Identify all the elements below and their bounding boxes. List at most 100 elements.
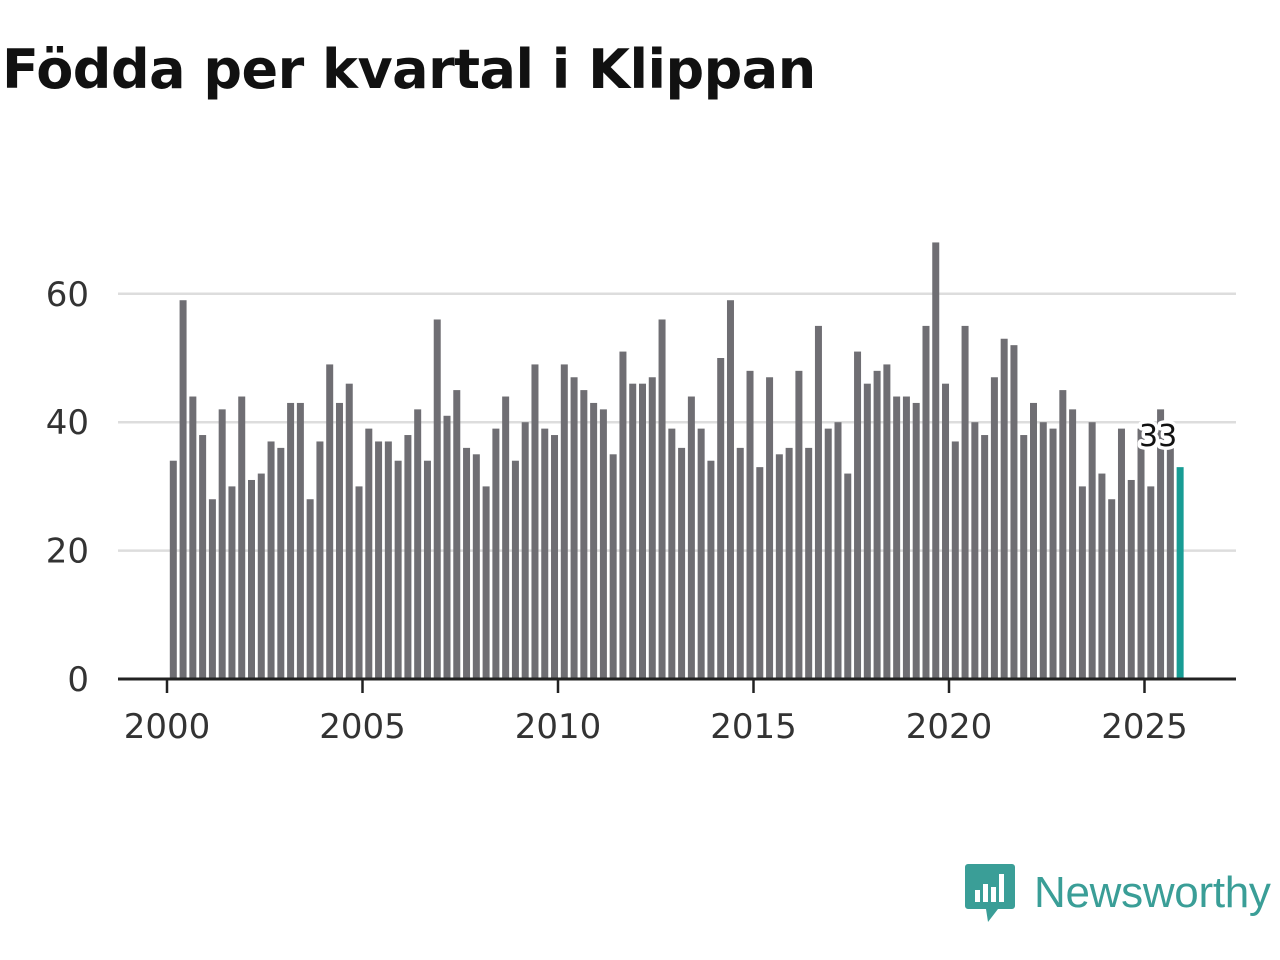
bar-2024-q1 xyxy=(1108,499,1116,679)
x-tick-label-2020: 2020 xyxy=(906,707,993,747)
bar-2021-q4 xyxy=(1020,435,1028,679)
bar-2025-q4 xyxy=(1176,467,1184,679)
bar-2006-q2 xyxy=(414,409,422,679)
bar-2015-q2 xyxy=(766,377,774,679)
bar-2017-q4 xyxy=(863,383,871,679)
bar-2010-q3 xyxy=(580,390,588,679)
bar-2025-q1 xyxy=(1147,486,1155,679)
bar-2022-q2 xyxy=(1039,422,1047,679)
bar-2004-q2 xyxy=(335,402,343,679)
bar-2004-q1 xyxy=(326,364,334,679)
x-axis-ticks: 2000 2005 2010 2015 2020 2025 xyxy=(124,679,1188,747)
x-tick-label-2010: 2010 xyxy=(515,707,602,747)
logo-text: Newsworthy xyxy=(1034,868,1271,917)
bar-2006-q4 xyxy=(433,319,441,679)
bar-2005-q3 xyxy=(384,441,392,679)
bar-2014-q4 xyxy=(746,370,754,679)
bar-2008-q4 xyxy=(511,460,519,679)
bar-2001-q3 xyxy=(228,486,236,679)
bar-2006-q3 xyxy=(423,460,431,679)
bar-2015-q4 xyxy=(785,447,793,679)
bar-2021-q1 xyxy=(990,377,998,679)
bar-2011-q2 xyxy=(609,454,617,679)
bar-2023-q2 xyxy=(1078,486,1086,679)
bar-2010-q2 xyxy=(570,377,578,679)
bar-2001-q2 xyxy=(218,409,226,679)
bars xyxy=(169,242,1184,679)
bar-2013-q4 xyxy=(707,460,715,679)
bar-2007-q4 xyxy=(472,454,480,679)
bar-2000-q3 xyxy=(189,396,197,679)
bar-2015-q3 xyxy=(775,454,783,679)
bar-2001-q4 xyxy=(238,396,246,679)
bar-2005-q2 xyxy=(375,441,383,679)
bar-2003-q3 xyxy=(306,499,314,679)
bar-2016-q1 xyxy=(795,370,803,679)
bar-2017-q2 xyxy=(844,473,852,679)
bar-2006-q1 xyxy=(404,435,412,679)
bar-2011-q1 xyxy=(599,409,607,679)
bar-2020-q4 xyxy=(981,435,989,679)
bar-2018-q2 xyxy=(883,364,891,679)
bar-2003-q4 xyxy=(316,441,324,679)
bar-2002-q3 xyxy=(267,441,275,679)
bar-2022-q1 xyxy=(1030,402,1037,679)
x-tick-label-2005: 2005 xyxy=(319,707,406,747)
bar-2012-q1 xyxy=(639,383,646,679)
bar-2020-q3 xyxy=(971,422,979,679)
bar-2003-q1 xyxy=(287,402,295,679)
bar-2009-q4 xyxy=(551,435,559,679)
bar-2025-q3 xyxy=(1166,447,1174,679)
bar-2008-q1 xyxy=(482,486,490,679)
bar-2024-q2 xyxy=(1117,428,1125,679)
x-tick-label-2025: 2025 xyxy=(1101,707,1188,747)
bar-2008-q2 xyxy=(492,428,500,679)
bar-2021-q2 xyxy=(1000,338,1008,679)
bar-2016-q4 xyxy=(824,428,832,679)
y-axis-ticks: 0 20 40 60 xyxy=(46,275,89,700)
bar-2000-q4 xyxy=(199,435,207,679)
bar-2011-q3 xyxy=(619,351,627,679)
bar-2009-q2 xyxy=(531,364,539,679)
bar-2013-q3 xyxy=(697,428,705,679)
bar-2008-q3 xyxy=(502,396,510,679)
y-tick-label-60: 60 xyxy=(46,275,89,315)
newsworthy-logo: Newsworthy xyxy=(964,862,1271,924)
bar-2023-q4 xyxy=(1098,473,1106,679)
y-tick-label-0: 0 xyxy=(67,660,89,700)
bar-2024-q4 xyxy=(1137,428,1145,679)
bar-2015-q1 xyxy=(756,467,764,679)
last-value-callout: 33 xyxy=(1136,416,1181,458)
x-tick-label-2015: 2015 xyxy=(710,707,797,747)
bar-2025-q2 xyxy=(1157,409,1165,679)
y-tick-label-20: 20 xyxy=(46,532,89,572)
bar-2014-q3 xyxy=(736,447,744,679)
bar-2009-q1 xyxy=(521,422,529,679)
bar-2001-q1 xyxy=(208,499,216,679)
y-tick-label-40: 40 xyxy=(46,403,89,443)
bar-2004-q3 xyxy=(345,383,353,679)
bar-2009-q3 xyxy=(541,428,549,679)
bar-2019-q3 xyxy=(932,242,940,679)
bar-2012-q3 xyxy=(658,319,666,679)
bar-2023-q3 xyxy=(1088,422,1096,679)
bar-2018-q3 xyxy=(893,396,901,679)
bar-2005-q1 xyxy=(365,428,373,679)
bar-2017-q1 xyxy=(834,422,842,679)
chart-title: Födda per kvartal i Klippan xyxy=(2,38,816,101)
bar-2013-q1 xyxy=(678,447,686,679)
bar-2000-q1 xyxy=(169,460,177,679)
bar-2018-q1 xyxy=(873,370,881,679)
bar-2019-q2 xyxy=(922,325,930,679)
bar-2000-q2 xyxy=(179,300,187,679)
bar-2013-q2 xyxy=(687,396,695,679)
bar-2012-q2 xyxy=(648,377,656,679)
bar-2005-q4 xyxy=(394,460,402,679)
bar-2007-q2 xyxy=(453,390,461,679)
bar-2019-q4 xyxy=(942,383,950,679)
bar-2004-q4 xyxy=(355,486,363,679)
bar-2002-q1 xyxy=(248,479,255,679)
last-value-label: 33 xyxy=(1139,419,1177,454)
bar-2024-q3 xyxy=(1127,479,1135,679)
